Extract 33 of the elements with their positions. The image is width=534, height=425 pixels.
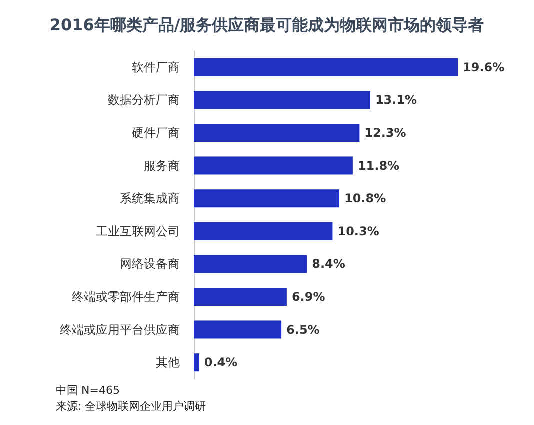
y-tick-label: 终端或应用平台供应商 xyxy=(60,322,180,337)
data-label: 12.3% xyxy=(364,126,406,140)
chart-title: 2016年哪类产品/服务供应商最可能成为物联网市场的领导者 xyxy=(50,16,484,34)
text: 中国 N=465 xyxy=(56,384,120,397)
y-tick-label: 硬件厂商 xyxy=(132,126,180,140)
y-tick-label: 数据分析厂商 xyxy=(108,93,180,108)
bar xyxy=(194,222,333,240)
data-label: 0.4% xyxy=(204,356,238,370)
y-tick-label: 终端或零部件生产商 xyxy=(72,290,180,304)
bar xyxy=(194,255,308,274)
bar xyxy=(194,320,282,339)
bar xyxy=(194,156,353,175)
y-tick-label: 工业互联网公司 xyxy=(96,224,180,238)
source-note: 来源: 全球物联网企业用户调研 xyxy=(56,400,206,413)
y-tick-label: 系统集成商 xyxy=(120,192,180,206)
bar xyxy=(194,288,287,306)
data-label: 10.8% xyxy=(344,192,386,206)
bar xyxy=(194,58,458,76)
data-label: 6.9% xyxy=(292,290,326,304)
y-tick-label: 软件厂商 xyxy=(132,60,180,74)
y-tick-label: 其他 xyxy=(156,356,180,370)
data-label: 13.1% xyxy=(375,93,418,108)
bar xyxy=(194,190,340,208)
y-tick-label: 网络设备商 xyxy=(120,257,180,272)
data-label: 11.8% xyxy=(358,158,400,173)
data-label: 19.6% xyxy=(463,60,505,74)
data-label: 8.4% xyxy=(312,257,346,272)
bar xyxy=(194,354,200,372)
data-label: 6.5% xyxy=(286,322,320,337)
data-label: 10.3% xyxy=(338,224,380,238)
y-tick-label: 服务商 xyxy=(144,158,180,173)
bar xyxy=(194,124,360,142)
bar xyxy=(194,91,370,110)
